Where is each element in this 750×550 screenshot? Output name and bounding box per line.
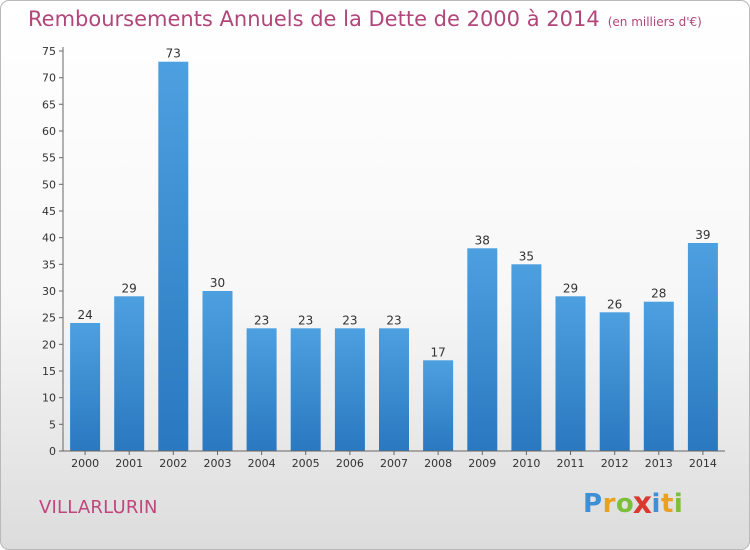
y-tick-label-25: 25 [42, 312, 56, 325]
bar-2014 [687, 243, 718, 451]
value-label-2005: 23 [298, 313, 313, 327]
x-tick-label-2006: 2006 [336, 457, 364, 470]
axes-group: 2000 2001 2002 2003 2004 2005 2006 2007 2008 2009… [42, 45, 725, 470]
y-tick-label-45: 45 [42, 205, 56, 218]
bar-2002 [158, 61, 189, 451]
value-label-2013: 28 [651, 287, 666, 301]
x-tick-label-2014: 2014 [689, 457, 717, 470]
value-label-2009: 38 [475, 233, 490, 247]
x-tick-label-2011: 2011 [557, 457, 585, 470]
bar-2013 [643, 301, 674, 451]
y-tick-label-40: 40 [42, 232, 56, 245]
location-name: VILLARLURIN [39, 497, 158, 518]
bar-2011 [555, 296, 586, 451]
x-tick-label-2013: 2013 [645, 457, 673, 470]
y-tick-label-70: 70 [42, 72, 56, 85]
value-label-2010: 35 [519, 249, 534, 263]
bar-2009 [467, 248, 498, 451]
y-tick-label-20: 20 [42, 338, 56, 351]
logo-letter: o [615, 489, 635, 519]
value-label-2014: 39 [695, 228, 710, 242]
logo-letter: i [651, 489, 661, 519]
y-tick-label-60: 60 [42, 125, 56, 138]
chart-unit: (en milliers d'€) [607, 15, 702, 29]
x-tick-label-2003: 2003 [204, 457, 232, 470]
x-tick-label-2000: 2000 [71, 457, 99, 470]
value-label-2011: 29 [563, 281, 578, 295]
x-tick-label-2012: 2012 [601, 457, 629, 470]
x-tick-label-2010: 2010 [512, 457, 540, 470]
logo-letter: x [632, 486, 653, 522]
y-tick-label-15: 15 [42, 365, 56, 378]
y-tick-label-35: 35 [42, 258, 56, 271]
y-tick-label-55: 55 [42, 152, 56, 165]
bar-2005 [290, 328, 321, 451]
value-label-2004: 23 [254, 313, 269, 327]
chart-title-text: Remboursements Annuels de la Dette de 20… [28, 7, 600, 31]
value-label-2003: 30 [210, 276, 225, 290]
logo-letter: t [660, 489, 674, 519]
value-label-2001: 29 [122, 281, 137, 295]
x-tick-label-2004: 2004 [248, 457, 276, 470]
x-tick-label-2005: 2005 [292, 457, 320, 470]
value-label-2006: 23 [342, 313, 357, 327]
proxiti-logo: Proxiti [583, 486, 684, 522]
bar-2007 [379, 328, 409, 451]
bars-group: 24 29 73 30 23 23 23 23 17 38 35 29 26 28 39 [70, 47, 718, 451]
bar-2000 [70, 323, 101, 451]
y-tick-label-65: 65 [42, 98, 56, 111]
x-tick-label-2008: 2008 [424, 457, 452, 470]
bar-2004 [246, 328, 277, 451]
logo-letter: r [602, 489, 616, 519]
bar-2012 [599, 312, 630, 451]
y-tick-label-10: 10 [42, 392, 56, 405]
y-tick-label-0: 0 [49, 445, 56, 458]
y-tick-label-75: 75 [42, 45, 56, 58]
value-label-2012: 26 [607, 297, 622, 311]
bar-2010 [511, 264, 542, 451]
value-label-2007: 23 [386, 313, 401, 327]
bar-2008 [423, 360, 454, 451]
y-tick-label-30: 30 [42, 285, 56, 298]
x-tick-label-2009: 2009 [468, 457, 496, 470]
bar-2003 [202, 291, 233, 451]
bar-2001 [114, 296, 145, 451]
x-tick-label-2007: 2007 [380, 457, 408, 470]
y-tick-label-5: 5 [49, 418, 56, 431]
logo-letter: P [583, 489, 603, 519]
value-label-2000: 24 [77, 308, 92, 322]
y-tick-label-50: 50 [42, 178, 56, 191]
bar-2006 [334, 328, 365, 451]
chart-title: Remboursements Annuels de la Dette de 20… [28, 7, 702, 31]
value-label-2002: 73 [166, 47, 181, 61]
x-tick-label-2002: 2002 [159, 457, 187, 470]
logo-letter: i [673, 489, 684, 519]
value-label-2008: 17 [430, 345, 445, 359]
x-tick-label-2001: 2001 [115, 457, 143, 470]
